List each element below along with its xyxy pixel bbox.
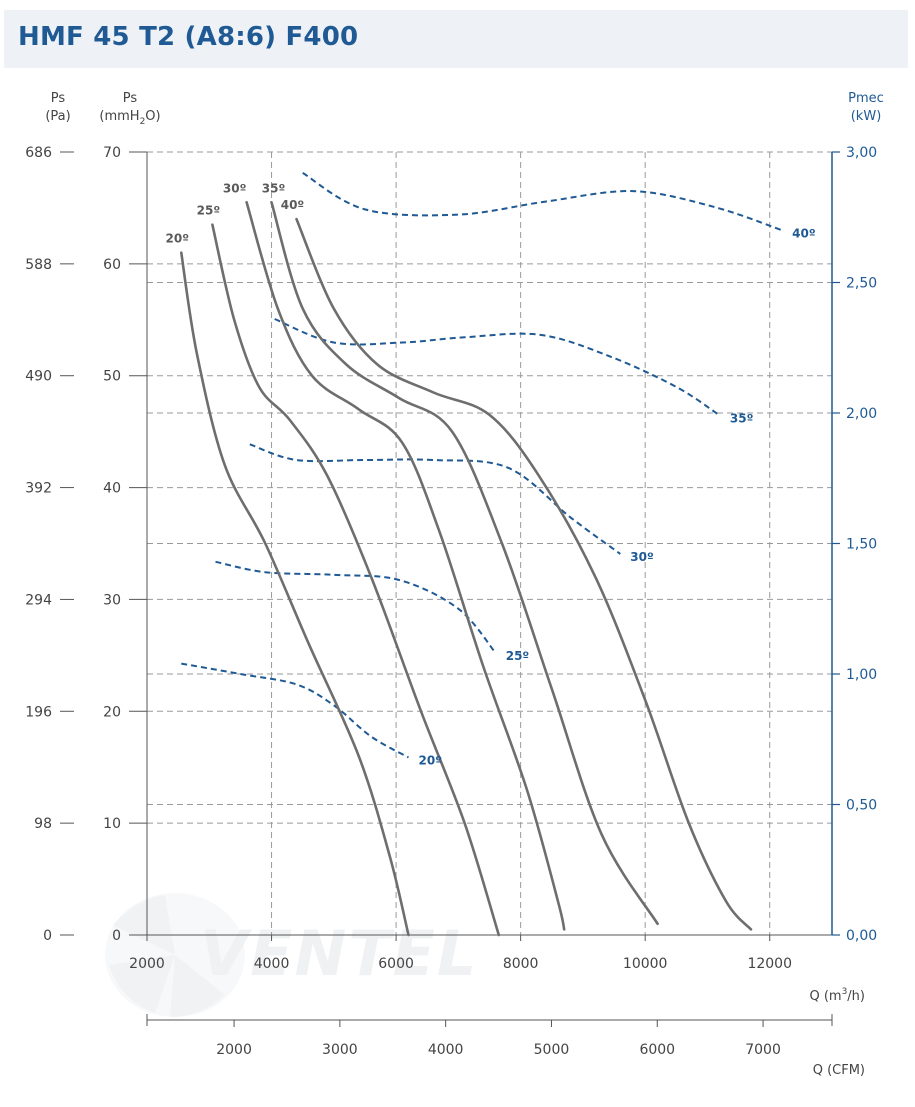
mm-tick-label: 40 bbox=[103, 481, 121, 497]
power-curve-20 bbox=[181, 662, 409, 759]
pressure-curves bbox=[180, 201, 753, 937]
kw-tick-label: 2,50 bbox=[846, 276, 877, 292]
pressure-curve-35 bbox=[270, 201, 659, 926]
pressure-curve-40 bbox=[295, 217, 753, 931]
mm-axis-label-line1: Ps bbox=[123, 91, 138, 106]
power-curve-label: 35º bbox=[730, 412, 754, 426]
mm-tick-label: 20 bbox=[103, 704, 121, 720]
x-tick-label: 10000 bbox=[623, 956, 668, 972]
pressure-curve-label: 40º bbox=[281, 198, 305, 212]
pa-tick-label: 392 bbox=[25, 481, 52, 497]
mm-tick-label: 60 bbox=[103, 257, 121, 273]
pa-tick-label: 196 bbox=[25, 704, 52, 720]
kw-tick-label: 1,00 bbox=[846, 667, 877, 683]
mm-tick-label: 10 bbox=[103, 816, 121, 832]
pa-axis-label-line1: Ps bbox=[51, 91, 66, 106]
x-tick-label: 12000 bbox=[747, 956, 792, 972]
x-tick-label: 4000 bbox=[254, 956, 290, 972]
title-bar: HMF 45 T2 (A8:6) F400 bbox=[4, 10, 908, 68]
power-curve-label: 25º bbox=[506, 649, 530, 663]
pa-tick-label: 686 bbox=[25, 145, 52, 161]
x-tick-label: 8000 bbox=[503, 956, 539, 972]
mm-tick-label: 30 bbox=[103, 592, 121, 608]
cfm-tick-label: 7000 bbox=[745, 1042, 781, 1058]
fan-logo-icon bbox=[105, 893, 245, 1017]
x-tick-label: 6000 bbox=[378, 956, 414, 972]
pa-tick-label: 588 bbox=[25, 257, 52, 273]
kw-tick-label: 1,50 bbox=[846, 537, 877, 553]
pressure-curve-label: 25º bbox=[197, 204, 221, 218]
power-curve-30 bbox=[249, 443, 621, 555]
mm-tick-label: 50 bbox=[103, 369, 121, 385]
pa-tick-label: 98 bbox=[34, 816, 52, 832]
pressure-curve-label: 30º bbox=[223, 181, 247, 195]
pa-tick-label: 294 bbox=[25, 592, 52, 608]
pa-axis-label-line2: (Pa) bbox=[45, 109, 70, 124]
tick-labels: 0 0 98 10 196 20 294 30 392 40 490 50 588 60 686 70 0,00… bbox=[25, 145, 877, 1058]
pressure-curve-20 bbox=[180, 251, 410, 937]
right-axis-label-line2: (kW) bbox=[851, 109, 882, 124]
x-axis-label: Q (m3/h) bbox=[809, 987, 865, 1004]
power-curve-25 bbox=[215, 560, 497, 654]
power-curve-35 bbox=[274, 318, 721, 417]
mm-tick-label: 70 bbox=[103, 145, 121, 161]
cfm-tick-label: 2000 bbox=[216, 1042, 252, 1058]
kw-tick-label: 2,00 bbox=[846, 406, 877, 422]
x-tick-label: 2000 bbox=[129, 956, 165, 972]
mm-axis-label-line2: (mmH2O) bbox=[99, 109, 160, 127]
watermark-text: VENTEL bbox=[200, 917, 478, 990]
power-curve-40 bbox=[302, 172, 783, 232]
pressure-curve-30 bbox=[245, 201, 566, 931]
power-curve-label: 20º bbox=[419, 754, 443, 768]
cfm-axis-label: Q (CFM) bbox=[813, 1063, 865, 1078]
mm-tick-label: 0 bbox=[112, 928, 121, 944]
cfm-tick-label: 4000 bbox=[428, 1042, 464, 1058]
power-curves bbox=[181, 172, 783, 759]
pa-tick-label: 0 bbox=[43, 928, 52, 944]
pressure-curve-label: 35º bbox=[262, 181, 286, 195]
pa-tick-label: 490 bbox=[25, 369, 52, 385]
watermark: VENTEL bbox=[105, 893, 478, 1017]
power-curve-label: 40º bbox=[792, 226, 816, 240]
cfm-tick-label: 6000 bbox=[639, 1042, 675, 1058]
pressure-curve-label: 20º bbox=[166, 232, 190, 246]
right-axis-label-line1: Pmec bbox=[848, 91, 884, 106]
cfm-tick-label: 5000 bbox=[534, 1042, 570, 1058]
axes bbox=[60, 151, 840, 1027]
kw-tick-label: 3,00 bbox=[846, 145, 877, 161]
kw-tick-label: 0,00 bbox=[846, 928, 877, 944]
power-curve-label: 30º bbox=[630, 550, 654, 564]
cfm-tick-label: 3000 bbox=[322, 1042, 358, 1058]
kw-tick-label: 0,50 bbox=[846, 798, 877, 814]
grid-lines bbox=[147, 151, 832, 935]
pressure-curve-25 bbox=[211, 223, 501, 937]
page-title: HMF 45 T2 (A8:6) F400 bbox=[18, 22, 359, 52]
